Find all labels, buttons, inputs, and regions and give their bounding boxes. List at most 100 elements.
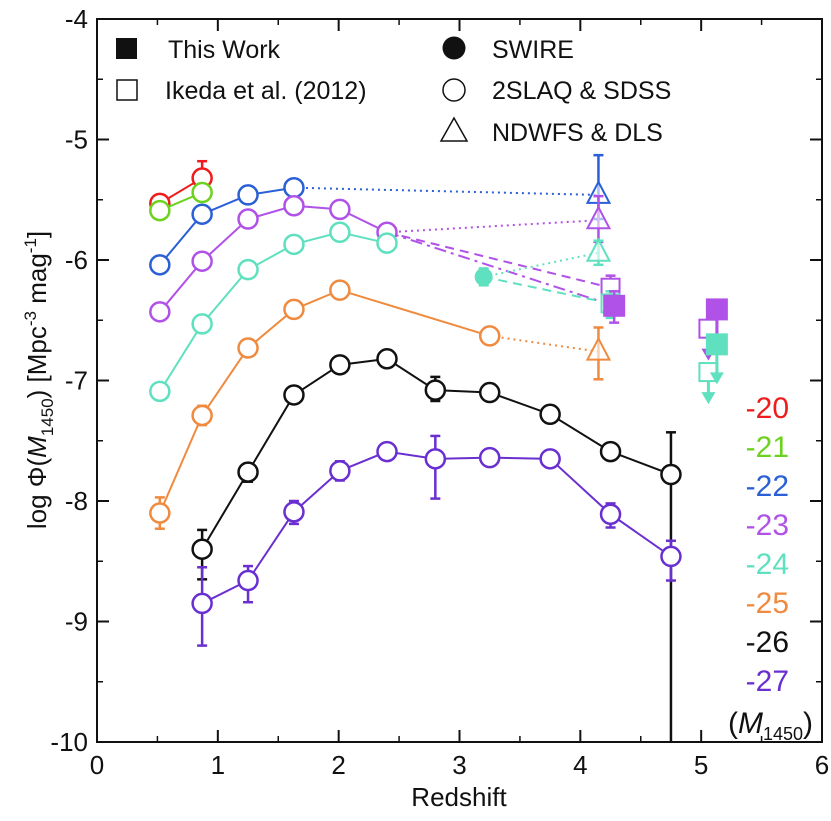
magnitude-labels: -20 -21 -22 -23 -24 -25 -26 -27 (M1450) <box>728 392 813 744</box>
series-point-marker <box>283 384 305 406</box>
x-tick-label: 5 <box>694 750 708 780</box>
magnitude-note-open: ( <box>728 707 738 740</box>
y-axis-title-exp2: -1 <box>21 238 40 253</box>
connector-line <box>386 231 611 289</box>
series-point-marker <box>237 569 259 592</box>
legend-marker-this-work <box>116 38 137 59</box>
y-tick-label: -9 <box>65 607 88 637</box>
series-point-marker <box>191 538 213 560</box>
y-axis-title-sub: 1450 <box>38 398 57 436</box>
series-point-marker <box>283 298 305 321</box>
y-tick-label: -8 <box>65 486 88 516</box>
series-line <box>159 186 295 266</box>
ndwfs-point-marker <box>585 237 612 262</box>
x-tick-label: 0 <box>90 750 104 780</box>
ikeda-limit-arrow-head <box>701 392 716 405</box>
magnitude-label: -24 <box>746 548 789 581</box>
connector-line <box>386 219 599 234</box>
series-point-marker <box>191 250 213 272</box>
plot-area <box>149 153 728 742</box>
series-point-marker <box>329 279 351 301</box>
x-tick-label: 2 <box>331 750 345 780</box>
series-point-marker <box>191 313 213 335</box>
magnitude-note-close: ) <box>803 707 813 740</box>
series-point-marker <box>191 203 213 225</box>
series-point-marker <box>478 325 501 347</box>
this-work-point-marker <box>603 294 626 317</box>
series-point-marker <box>283 233 305 256</box>
series-point-marker <box>539 448 561 470</box>
y-tick-label: -7 <box>65 366 88 396</box>
legend-label-swire: SWIRE <box>492 36 574 64</box>
magnitude-label: -26 <box>746 626 789 659</box>
series-point-marker <box>660 463 682 486</box>
y-axis-title-mid: ) [Mpc <box>22 326 52 398</box>
y-tick-label: -5 <box>65 125 88 155</box>
magnitude-label: -23 <box>746 509 789 542</box>
series-point-marker <box>424 379 447 401</box>
series-point-marker <box>191 592 213 615</box>
magnitude-label: -27 <box>746 665 789 698</box>
swire-point-marker <box>474 267 493 286</box>
y-tick-label: -10 <box>50 727 88 757</box>
legend-marker-swire <box>442 36 466 60</box>
this-work-limit-arrow-head <box>709 372 724 385</box>
y-tick-labels: -10 -9 -8 -7 -6 -5 -4 <box>50 4 88 757</box>
this-work-limit-marker <box>705 298 728 321</box>
connector-line <box>489 334 599 353</box>
series-point-marker <box>376 348 398 370</box>
y-axis-title-suffix: ] <box>22 231 52 238</box>
series-point-marker <box>149 301 171 323</box>
x-tick-label: 1 <box>211 750 225 780</box>
series-point-marker <box>237 461 259 483</box>
y-axis-title-mag: M <box>22 436 52 458</box>
series-point-marker <box>329 221 351 244</box>
y-axis-title: log Φ(M1450) [Mpc-3 mag-1] <box>21 231 57 529</box>
series-point-marker <box>660 545 682 568</box>
y-tick-label: -6 <box>65 245 88 275</box>
series-point-marker <box>149 199 171 222</box>
series-point-marker <box>329 354 351 376</box>
this-work-limit-marker <box>705 333 728 356</box>
series-point-marker <box>149 254 171 276</box>
series-point-marker <box>376 232 398 254</box>
legend-marker-2slaq <box>442 78 466 102</box>
series-line <box>201 357 672 550</box>
x-tick-label: 4 <box>573 750 587 780</box>
series-point-marker <box>329 198 351 221</box>
x-axis-title: Redshift <box>411 782 507 812</box>
y-axis-title-exp1: -3 <box>21 311 40 326</box>
series-point-marker <box>283 176 305 199</box>
series-point-marker <box>599 503 622 526</box>
legend: This Work Ikeda et al. (2012) SWIRE 2SLA… <box>116 36 671 147</box>
series-point-marker <box>237 337 259 359</box>
x-tick-labels: 0 1 2 3 4 5 6 <box>90 750 829 780</box>
magnitude-note-sub: 1450 <box>763 724 803 744</box>
ndwfs-point-marker <box>585 205 612 230</box>
magnitude-label: -25 <box>746 587 789 620</box>
y-axis-title-prefix: log Φ( <box>22 458 52 530</box>
series-point-marker <box>424 448 447 470</box>
x-tick-label: 6 <box>815 750 829 780</box>
legend-label-ndwfs: NDWFS & DLS <box>492 119 663 147</box>
series-point-marker <box>539 403 561 425</box>
legend-marker-ndwfs <box>439 116 469 142</box>
series-point-marker <box>237 208 259 230</box>
series-point-marker <box>191 404 213 427</box>
ndwfs-point-marker <box>585 336 612 361</box>
series-point-marker <box>237 258 259 281</box>
series-point-marker <box>599 440 622 463</box>
connector-line <box>293 186 599 196</box>
series-point-marker <box>376 440 398 463</box>
magnitude-label: -21 <box>746 431 789 464</box>
axes <box>96 18 823 743</box>
series-point-marker <box>149 502 171 524</box>
magnitude-note-symbol: M <box>738 707 763 740</box>
magnitude-label: -20 <box>746 392 789 425</box>
series-point-marker <box>237 184 259 206</box>
series-point-marker <box>478 381 501 404</box>
y-axis-title-unit: mag <box>22 253 52 311</box>
legend-marker-ikeda <box>116 79 138 101</box>
connector-line <box>483 275 611 305</box>
